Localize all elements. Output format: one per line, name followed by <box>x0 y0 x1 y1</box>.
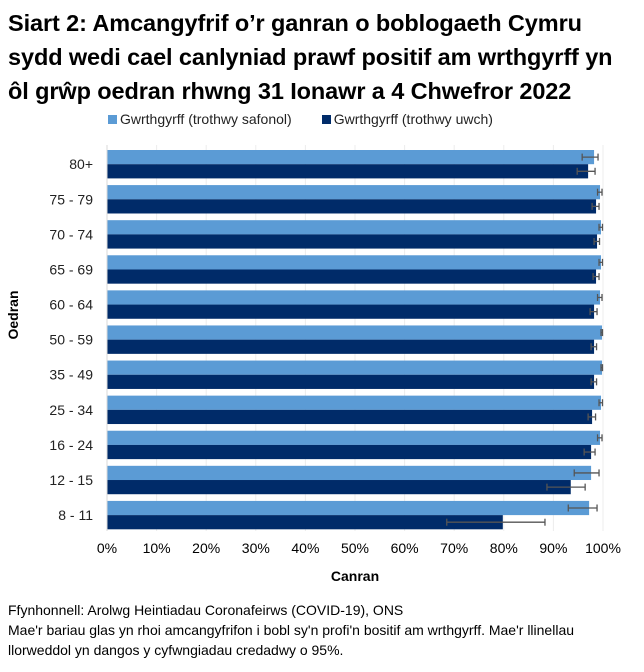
bar <box>107 290 601 305</box>
bar <box>107 150 595 165</box>
error-bars <box>446 153 604 526</box>
x-tick-label: 20% <box>192 540 220 556</box>
bar <box>107 304 595 319</box>
bar <box>107 325 603 340</box>
explanatory-note: Mae'r bariau glas yn rhoi amcangyfrifon … <box>8 622 575 658</box>
y-tick-label: 65 - 69 <box>49 261 93 277</box>
x-tick-label: 50% <box>341 540 369 556</box>
source-note: Ffynhonnell: Arolwg Heintiadau Coronafei… <box>8 602 404 618</box>
x-tick-label: 70% <box>440 540 468 556</box>
x-tick-label: 60% <box>391 540 419 556</box>
legend-swatch-higher <box>321 114 331 124</box>
legend-item-higher: Gwrthgyrff (trothwy uwch) <box>321 111 493 127</box>
legend-item-standard: Gwrthgyrff (trothwy safonol) <box>108 111 292 127</box>
x-tick-label: 100% <box>585 540 621 556</box>
legend-swatch-standard <box>108 114 117 124</box>
y-axis-labels: 80+ 75 - 79 70 - 74 65 - 69 60 - 64 50 - 59 35… <box>49 156 93 523</box>
legend: Gwrthgyrff (trothwy safonol) Gwrthgyrff … <box>108 109 523 129</box>
bar <box>107 500 590 516</box>
x-tick-label: 90% <box>539 540 567 556</box>
bar <box>107 220 602 235</box>
bar-chart: 80+ 75 - 79 70 - 74 65 - 69 60 - 64 50 - 59 35… <box>49 145 621 556</box>
chart-title: Siart 2: Amcangyfrif o’r ganran o boblog… <box>8 10 613 104</box>
x-tick-label: 0% <box>97 540 117 556</box>
x-tick-label: 30% <box>242 540 270 556</box>
legend-label-standard: Gwrthgyrff (trothwy safonol) <box>120 111 292 127</box>
bar <box>107 234 598 249</box>
y-tick-label: 75 - 79 <box>49 191 93 207</box>
x-axis-labels: 0% 10% 20% 30% 40% 50% 60% 70% 80% 90% 100% <box>97 540 621 556</box>
bar <box>107 430 601 445</box>
bar <box>107 395 602 410</box>
x-tick-label: 40% <box>291 540 319 556</box>
y-tick-label: 8 - 11 <box>58 507 93 523</box>
y-tick-label: 50 - 59 <box>49 332 93 348</box>
bar <box>107 185 601 200</box>
y-tick-label: 25 - 34 <box>49 402 93 418</box>
y-axis-title: Oedran <box>5 290 21 340</box>
bar <box>107 480 571 495</box>
y-tick-label: 60 - 64 <box>49 297 93 313</box>
bar <box>107 164 589 179</box>
x-tick-label: 80% <box>490 540 518 556</box>
footer: Ffynhonnell: Arolwg Heintiadau Coronafei… <box>8 600 640 660</box>
x-tick-label: 10% <box>143 540 171 556</box>
bar <box>107 374 595 389</box>
y-tick-label: 70 - 74 <box>49 226 93 242</box>
bar <box>107 255 602 270</box>
bar <box>107 360 603 375</box>
y-tick-label: 16 - 24 <box>49 437 93 453</box>
bar <box>107 515 503 530</box>
bar <box>107 269 597 284</box>
bar <box>107 444 592 460</box>
y-tick-label: 80+ <box>69 156 93 172</box>
x-axis-title: Canran <box>330 568 380 584</box>
y-tick-label: 35 - 49 <box>49 367 93 383</box>
legend-label-higher: Gwrthgyrff (trothwy uwch) <box>333 111 493 127</box>
y-tick-label: 12 - 15 <box>49 472 93 488</box>
bar <box>107 199 597 214</box>
bars <box>107 150 603 530</box>
bar <box>107 409 593 425</box>
bar <box>107 339 595 354</box>
bar <box>107 465 592 481</box>
